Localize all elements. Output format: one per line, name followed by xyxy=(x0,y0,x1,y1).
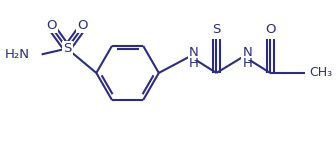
Text: S: S xyxy=(212,23,221,36)
Text: O: O xyxy=(265,23,276,36)
Text: CH₃: CH₃ xyxy=(309,66,332,79)
Text: H: H xyxy=(189,57,199,70)
Text: H: H xyxy=(243,57,253,70)
Text: O: O xyxy=(77,19,88,32)
Text: H₂N: H₂N xyxy=(5,48,30,61)
Text: S: S xyxy=(63,42,71,55)
Text: O: O xyxy=(46,19,57,32)
Text: N: N xyxy=(243,46,253,59)
Text: N: N xyxy=(189,46,199,59)
